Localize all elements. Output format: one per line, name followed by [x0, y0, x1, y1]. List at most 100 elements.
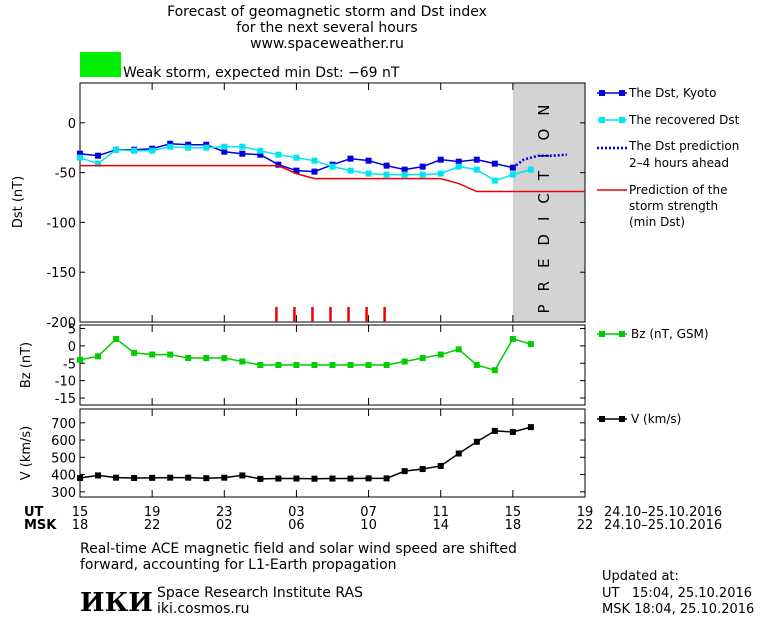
data-point: [239, 150, 246, 157]
updated-msk: MSK 18:04, 25.10.2016: [602, 602, 754, 617]
data-point: [221, 355, 228, 362]
data-point: [347, 475, 354, 482]
data-point: [239, 143, 246, 150]
data-point: [437, 462, 444, 469]
data-point: [275, 475, 282, 482]
y-tick-label: -200: [46, 316, 76, 331]
msk-tick-label: 18: [505, 518, 522, 533]
data-point: [473, 156, 480, 163]
legend-storm-strength: Prediction of the storm strength (min Ds…: [597, 183, 728, 229]
institute-name: Space Research Institute RAS: [157, 585, 363, 601]
legend-bz: Bz (nT, GSM): [597, 327, 709, 341]
title-line-2: for the next several hours: [236, 20, 417, 36]
data-point: [77, 150, 83, 157]
msk-tick-label: 22: [577, 518, 594, 533]
data-point: [203, 475, 210, 482]
iki-logo: ИКИ: [80, 588, 153, 618]
data-point: [131, 475, 138, 482]
data-point: [293, 362, 300, 368]
y-tick-label: -150: [46, 266, 76, 281]
data-point: [257, 147, 264, 154]
data-point: [167, 474, 174, 481]
data-point: [149, 147, 156, 154]
series-line: [79, 145, 532, 182]
msk-axis-label: MSK: [24, 518, 57, 533]
title-line-1: Forecast of geomagnetic storm and Dst in…: [167, 4, 487, 20]
y-tick-label: 300: [51, 486, 76, 501]
data-point: [455, 158, 462, 165]
data-point: [257, 151, 264, 158]
data-point: [203, 355, 210, 362]
ut-axis-label: UT: [24, 505, 44, 520]
data-point: [95, 160, 102, 167]
data-point: [365, 157, 372, 164]
data-point: [77, 154, 83, 161]
legend-dst-prediction-label-1: The Dst prediction: [628, 139, 739, 153]
data-point: [347, 167, 354, 174]
data-point: [293, 154, 300, 161]
plot-frame: [79, 82, 586, 323]
data-point: [149, 474, 156, 481]
legend: The Dst, Kyoto The recovered Dst The Dst…: [597, 86, 740, 426]
data-point: [167, 143, 174, 150]
ut-tick-label: 15: [72, 505, 89, 520]
data-point: [383, 171, 390, 178]
ut-tick-label: 15: [505, 505, 522, 520]
ut-tick-label: 11: [432, 505, 449, 520]
site-url: www.spaceweather.ru: [250, 36, 404, 52]
msk-tick-label: 10: [360, 518, 377, 533]
data-point: [419, 355, 426, 362]
data-point: [131, 147, 138, 154]
data-point: [185, 474, 192, 481]
ut-tick-label: 19: [144, 505, 161, 520]
bz-panel: 5 0 -5 -10 -15 Bz (nT): [19, 322, 586, 407]
y-axis-label: Bz (nT): [19, 342, 34, 388]
data-point: [473, 166, 480, 173]
data-point: [113, 474, 120, 481]
legend-dst-prediction-label-2: 2–4 hours ahead: [629, 156, 729, 170]
legend-dst-prediction: The Dst prediction 2–4 hours ahead: [597, 139, 739, 170]
y-tick-label: -5: [63, 357, 76, 372]
status-color-swatch: [80, 52, 121, 77]
msk-tick-label: 18: [72, 518, 89, 533]
data-point: [149, 351, 156, 358]
data-point: [311, 362, 318, 368]
data-point: [347, 362, 354, 368]
data-point: [527, 166, 534, 173]
data-point: [311, 157, 318, 164]
series-line: [79, 337, 532, 372]
data-point: [455, 346, 462, 353]
data-point: [401, 171, 408, 178]
data-point: [257, 362, 264, 368]
plot-frame: [79, 408, 586, 498]
footer-note-2: forward, accounting for L1-Earth propaga…: [80, 557, 397, 573]
data-point: [473, 362, 480, 368]
y-tick-label: -15: [55, 392, 76, 407]
data-point: [329, 362, 336, 368]
data-point: [401, 358, 408, 365]
data-point: [113, 146, 120, 153]
data-point: [275, 362, 282, 368]
y-tick-label: -100: [46, 216, 76, 231]
y-tick-label: 0: [68, 340, 76, 355]
data-point: [509, 335, 516, 342]
y-tick-label: 5: [68, 322, 76, 337]
ut-tick-label: 03: [288, 505, 305, 520]
data-point: [509, 171, 516, 178]
data-point: [95, 472, 102, 479]
data-point: [401, 468, 408, 475]
plot-frame: [79, 324, 586, 406]
data-point: [293, 167, 300, 174]
data-point: [329, 163, 336, 170]
data-point: [365, 475, 372, 482]
prediction-region: [512, 83, 585, 322]
legend-storm-strength-label-2: storm strength: [629, 199, 718, 213]
data-point: [383, 162, 390, 169]
series-line: [80, 164, 585, 193]
y-tick-label: 0: [68, 117, 76, 132]
data-point: [473, 438, 480, 445]
y-axis-label: V (km/s): [19, 426, 34, 481]
institute-site: iki.cosmos.ru: [157, 601, 249, 617]
y-tick-label: -10: [55, 375, 76, 390]
